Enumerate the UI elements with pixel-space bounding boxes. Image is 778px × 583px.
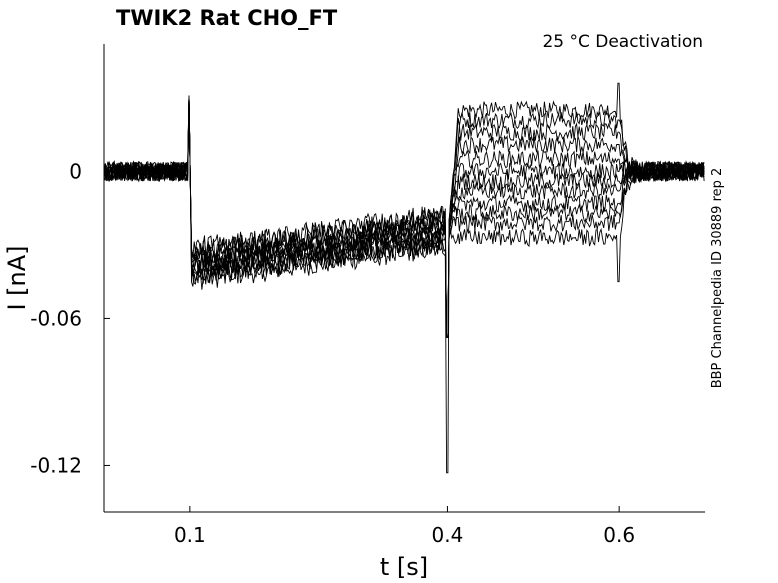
plot-area: 0.1 0.4 0.6 0 -0.06 -0.12 (30, 44, 705, 547)
sweep-trace (103, 95, 705, 338)
x-tick-label: 0.6 (603, 523, 635, 547)
chart-subtitle: 25 °C Deactivation (542, 32, 703, 52)
y-tick-label: -0.06 (30, 306, 82, 330)
x-tick-label: 0.1 (174, 523, 206, 547)
sweep-trace (103, 95, 705, 338)
sweep-trace (103, 82, 705, 474)
y-tick-label: 0 (69, 159, 82, 183)
y-ticks: 0 -0.06 -0.12 (30, 159, 110, 477)
y-tick-label: -0.12 (30, 453, 82, 477)
x-axis-label: t [s] (380, 553, 428, 581)
chart-title: TWIK2 Rat CHO_FT (116, 6, 338, 30)
x-tick-label: 0.4 (432, 523, 464, 547)
sweep-traces (103, 82, 705, 474)
sweep-trace (103, 95, 705, 338)
channelpedia-id-note: BBP Channelpedia ID 30889 rep 2 (710, 168, 725, 389)
y-axis-label: I [nA] (3, 245, 31, 310)
x-ticks: 0.1 0.4 0.6 (174, 506, 635, 547)
